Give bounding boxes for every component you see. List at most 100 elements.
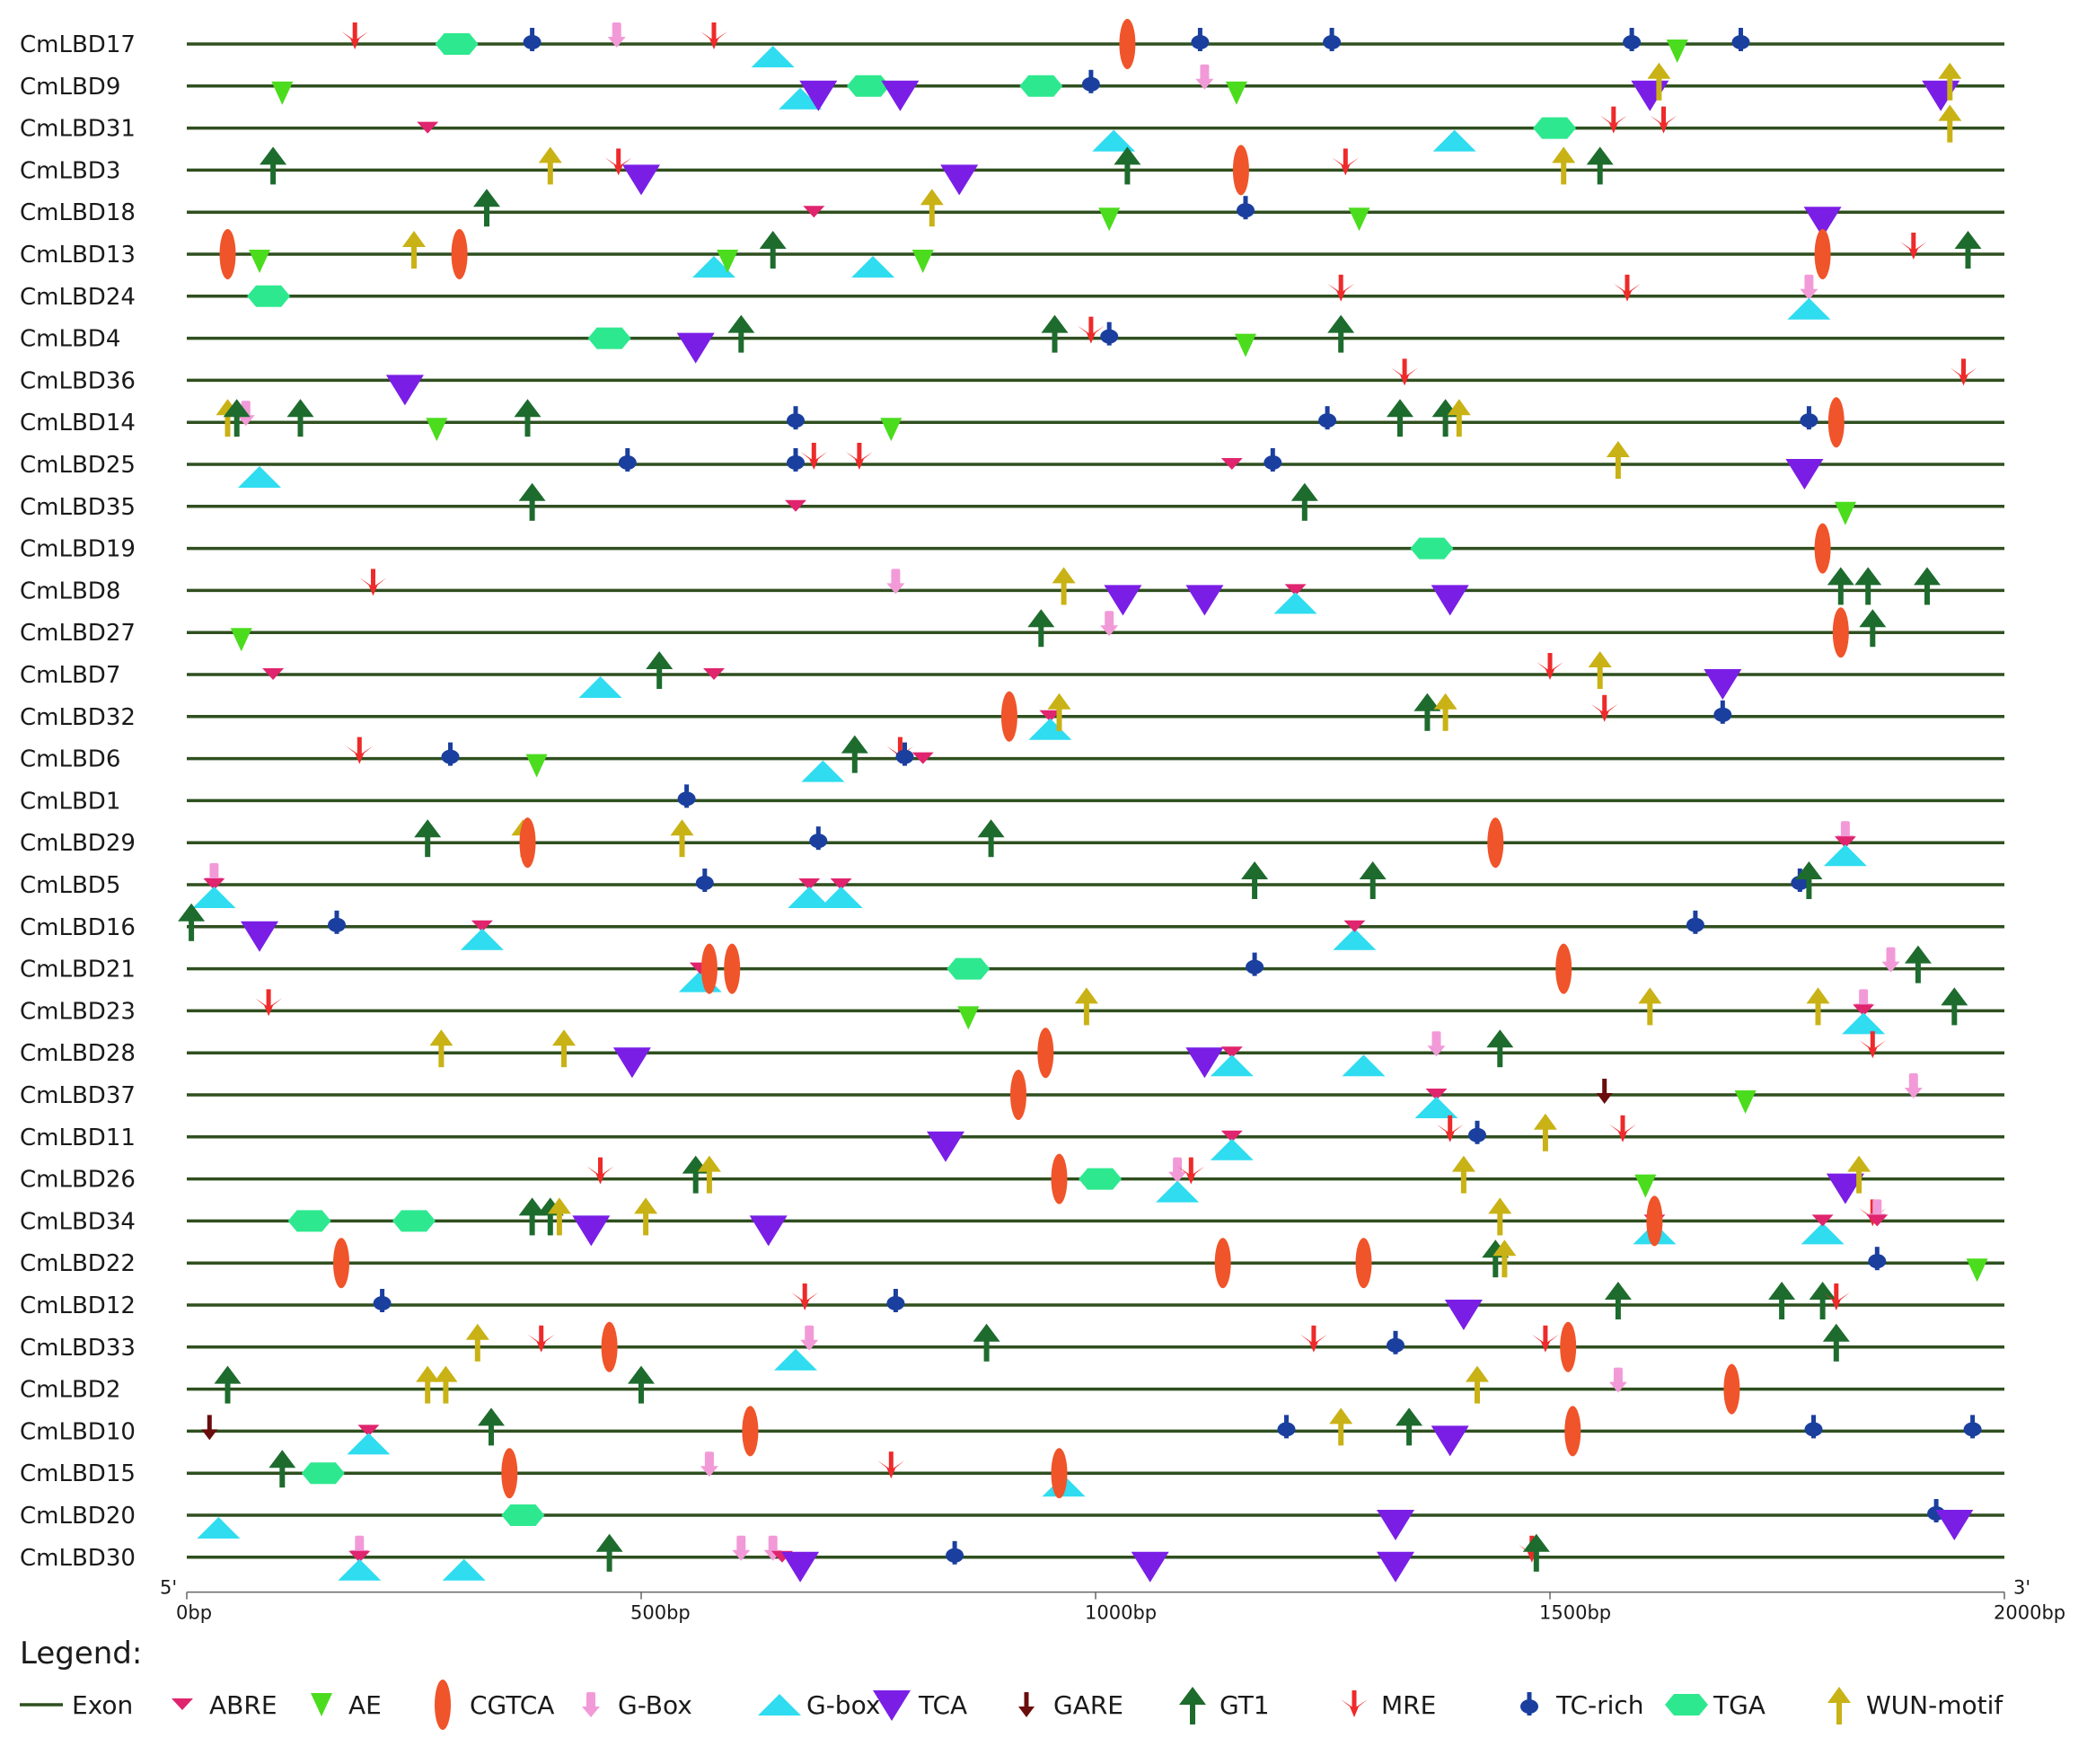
gene-label: CmLBD1 — [20, 788, 120, 815]
gene-label: CmLBD22 — [20, 1250, 136, 1277]
gt1-element-marker — [1904, 945, 1932, 983]
legend-title: Legend: — [20, 1636, 142, 1671]
wun-motif-element-marker — [1052, 567, 1076, 605]
g-box-element-marker — [692, 256, 735, 278]
tga-element-marker — [1019, 75, 1063, 97]
gene-row-cmlbd3: CmLBD3 — [20, 145, 2004, 196]
tca-element-marker — [385, 375, 424, 406]
tc-rich-element-marker — [1963, 1415, 1982, 1439]
gene-row-cmlbd19: CmLBD19 — [20, 523, 2004, 574]
abre-element-marker — [1811, 1214, 1834, 1227]
gt1-element-marker — [1809, 1282, 1836, 1319]
tc-rich-element-marker — [677, 784, 696, 808]
abre-element-marker — [798, 878, 821, 890]
mre-element-marker — [359, 569, 387, 596]
gt1-element-marker — [1041, 314, 1069, 353]
gene-label: CmLBD14 — [20, 410, 136, 437]
tga-swatch — [1665, 1694, 1708, 1715]
tc-rich-element-marker — [328, 910, 346, 934]
gene-label: CmLBD18 — [20, 199, 136, 226]
gene-row-cmlbd14: CmLBD14 — [20, 397, 2004, 448]
gene-label: CmLBD3 — [20, 157, 120, 184]
g-box-element-marker — [1092, 129, 1136, 152]
legend-item-exon: Exon — [20, 1690, 133, 1720]
tca-element-marker — [1185, 1047, 1224, 1079]
abre-element-marker — [471, 920, 493, 932]
gene-label: CmLBD8 — [20, 578, 120, 604]
tca-element-marker — [749, 1215, 788, 1247]
ae-element-marker — [1834, 501, 1856, 525]
gt1-element-marker — [1604, 1282, 1632, 1319]
gene-label: CmLBD35 — [20, 494, 136, 521]
gene-row-cmlbd35: CmLBD35 — [20, 482, 2004, 525]
g-box-element-marker — [1800, 274, 1818, 300]
gene-row-cmlbd17: CmLBD17 — [20, 19, 2004, 69]
g-box-element-marker — [1333, 928, 1377, 950]
legend-label: AE — [348, 1690, 382, 1720]
gt1-element-marker — [1941, 987, 1968, 1026]
legend-label: GARE — [1053, 1690, 1123, 1720]
gene-label: CmLBD15 — [20, 1460, 136, 1487]
mre-element-marker — [1332, 148, 1360, 176]
cgtca-element-marker — [601, 1321, 618, 1372]
mre-element-marker — [1531, 1325, 1559, 1353]
legend-label: TCA — [918, 1690, 967, 1720]
gt1-element-marker — [223, 399, 251, 437]
g-box-element-marker — [788, 886, 832, 908]
tc-rich-element-marker — [523, 28, 542, 51]
abre-element-marker — [803, 206, 825, 218]
ae-element-marker — [525, 754, 548, 778]
wun-motif-element-marker — [538, 146, 562, 185]
cgtca-element-marker — [1232, 145, 1249, 196]
gt1-element-marker — [1327, 314, 1355, 353]
mre-element-marker — [1299, 1325, 1327, 1353]
g-box-element-marker — [886, 569, 905, 595]
tca-element-marker — [1431, 585, 1469, 616]
cgtca-element-marker — [1051, 1153, 1068, 1204]
tc-rich-element-marker — [1264, 448, 1282, 472]
cgtca-element-marker — [1037, 1028, 1054, 1079]
gt1-element-marker — [1822, 1323, 1850, 1362]
tca-element-marker — [1104, 585, 1142, 616]
axis-tick-label: 1000bp — [1085, 1602, 1157, 1624]
three-prime-label: 3' — [2013, 1577, 2030, 1599]
tca-element-marker — [612, 1047, 651, 1079]
wun-motif-element-marker — [920, 189, 944, 227]
legend-item-wun-motif: WUN-motif — [1827, 1687, 2003, 1724]
legend-item-tc-rich: TC-rich — [1520, 1690, 1644, 1720]
tga-element-marker — [247, 285, 291, 307]
tc-rich-element-marker — [1686, 910, 1704, 934]
mre-element-marker — [1950, 358, 1977, 386]
g-box-element-marker — [1342, 1054, 1386, 1077]
tc-rich-element-marker — [1468, 1120, 1486, 1144]
g-box-element-marker — [460, 928, 504, 950]
gene-row-cmlbd30: CmLBD30 — [20, 1533, 2004, 1583]
g-box-element-marker — [1881, 947, 1900, 973]
gene-label: CmLBD37 — [20, 1082, 136, 1109]
mre-element-marker — [341, 22, 369, 49]
gene-label: CmLBD5 — [20, 872, 120, 899]
gt1-element-marker — [595, 1533, 623, 1572]
g-box-swatch — [582, 1692, 600, 1717]
tca-element-marker — [1377, 1551, 1414, 1583]
gene-row-cmlbd24: CmLBD24 — [20, 274, 2004, 320]
gene-label: CmLBD11 — [20, 1125, 136, 1151]
gene-label: CmLBD24 — [20, 284, 136, 311]
legend-label: G-box — [806, 1690, 880, 1720]
tca-element-marker — [1704, 669, 1742, 700]
wun-motif-element-marker — [1606, 441, 1630, 479]
wun-motif-element-marker — [1047, 692, 1071, 731]
gare-swatch — [1018, 1692, 1035, 1717]
tc-rich-element-marker — [1277, 1415, 1296, 1439]
axis-tick-label: 1500bp — [1539, 1602, 1611, 1624]
five-prime-label: 5' — [160, 1577, 177, 1599]
tc-rich-element-marker — [787, 406, 805, 430]
mre-element-marker — [604, 148, 632, 176]
wun-motif-swatch — [1827, 1687, 1851, 1724]
cgtca-element-marker — [742, 1406, 759, 1457]
g-box-element-marker — [700, 1451, 718, 1477]
gene-label: CmLBD30 — [20, 1545, 136, 1572]
gene-label: CmLBD29 — [20, 830, 136, 857]
gt1-element-marker — [977, 819, 1005, 858]
abre-element-marker — [357, 1424, 380, 1437]
